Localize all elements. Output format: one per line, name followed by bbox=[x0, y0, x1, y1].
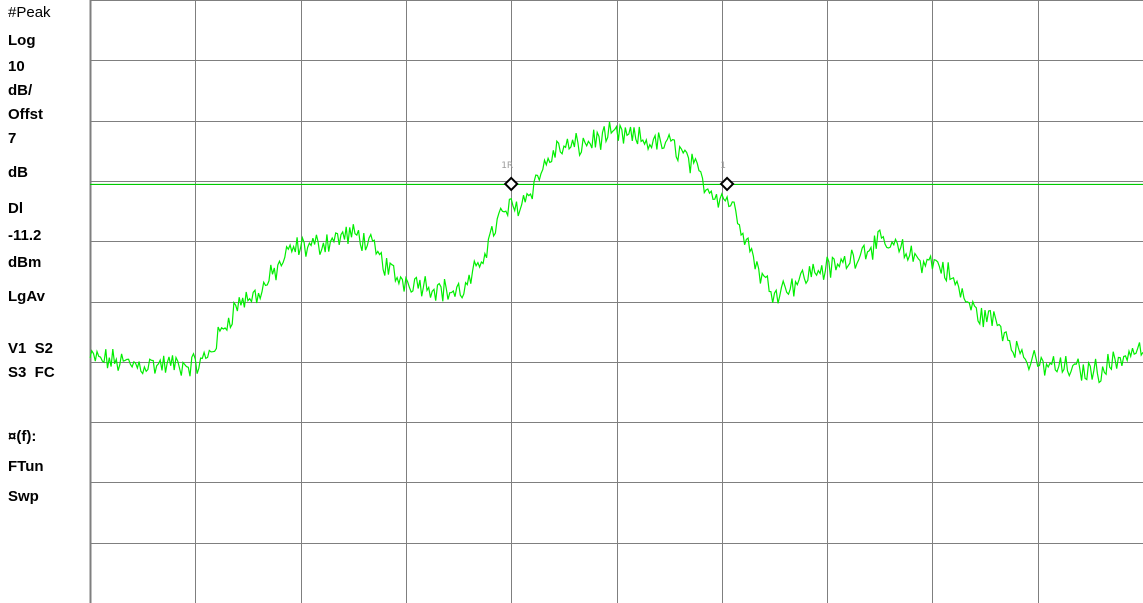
spectrum-trace bbox=[89, 121, 1143, 384]
marker-layer: 1R 1 bbox=[501, 161, 735, 192]
display-line-label: Dl bbox=[8, 200, 23, 217]
scale-type-label: Log bbox=[8, 32, 36, 49]
marker-reference: 1R bbox=[501, 161, 519, 192]
scale-value-label: 10 bbox=[8, 58, 25, 75]
offset-label: Offst bbox=[8, 106, 43, 123]
marker-label: 1 bbox=[720, 161, 726, 171]
marker-diamond-icon bbox=[719, 176, 735, 192]
display-line-unit: dBm bbox=[8, 254, 42, 271]
flags-row-1: V1 S2 bbox=[8, 340, 54, 357]
marker-label: 1R bbox=[501, 161, 513, 171]
averaging-label: LgAv bbox=[8, 288, 45, 305]
scale-unit-label: dB/ bbox=[8, 82, 33, 99]
graticule bbox=[89, 0, 1143, 603]
display-line-value: -11.2 bbox=[8, 227, 42, 244]
detector-label: #Peak bbox=[8, 4, 51, 21]
mode-line-3: Swp bbox=[8, 488, 39, 505]
mode-line-2: FTun bbox=[8, 458, 44, 475]
marker-diamond-icon bbox=[503, 176, 519, 192]
annotation-panel: #Peak Log 10 dB/ Offst 7 dB Dl -11.2 dBm… bbox=[0, 0, 90, 603]
flags-row-2: S3 FC bbox=[8, 364, 55, 381]
offset-value-label: 7 bbox=[8, 130, 17, 147]
marker-delta: 1 bbox=[719, 161, 735, 192]
mode-line-1: ¤(f): bbox=[8, 428, 37, 445]
offset-unit-label: dB bbox=[8, 164, 28, 181]
